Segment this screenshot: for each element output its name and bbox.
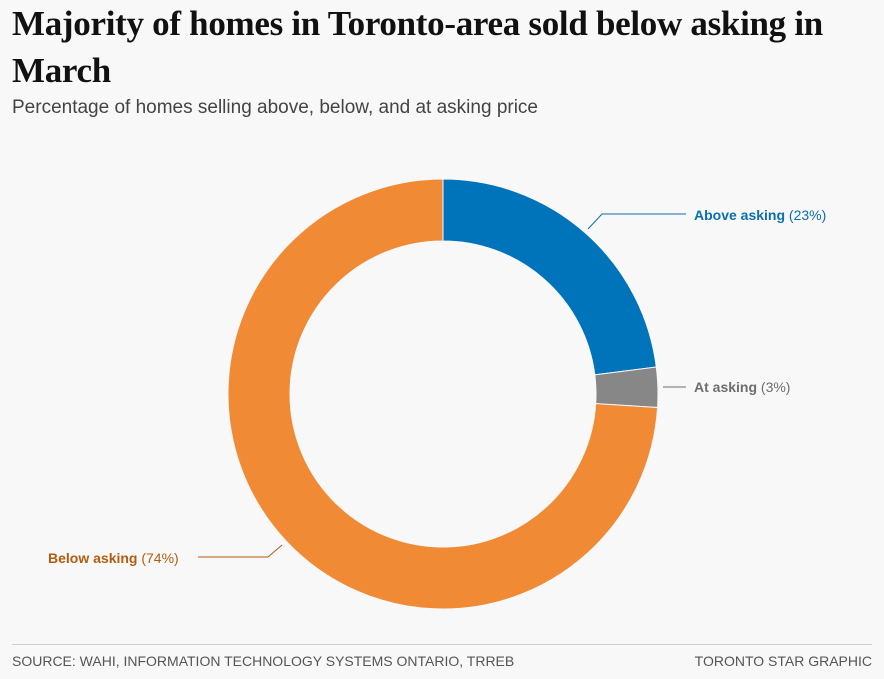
chart-subtitle: Percentage of homes selling above, below… <box>12 97 538 118</box>
label-below-name: Below asking <box>48 550 137 566</box>
leader-line-below <box>198 544 283 558</box>
label-above-name: Above asking <box>694 207 785 223</box>
label-above-value: (23%) <box>789 207 826 223</box>
label-above-asking: Above asking (23%) <box>694 207 826 223</box>
source-note: SOURCE: WAHI, INFORMATION TECHNOLOGY SYS… <box>12 653 515 669</box>
label-below-asking: Below asking (74%) <box>48 550 179 566</box>
footer-divider <box>12 644 872 645</box>
graphic-credit: TORONTO STAR GRAPHIC <box>694 653 872 669</box>
leader-line-above <box>587 213 686 230</box>
label-at-asking: At asking (3%) <box>694 379 790 395</box>
label-below-value: (74%) <box>141 550 178 566</box>
label-at-name: At asking <box>694 379 757 395</box>
donut-chart: Above asking (23%) At asking (3%) Below … <box>48 178 826 610</box>
donut-slice-below-asking <box>227 178 659 610</box>
donut-slices <box>227 178 659 610</box>
label-at-value: (3%) <box>761 379 791 395</box>
donut-slice-above-asking <box>442 178 657 376</box>
chart-title: Majority of homes in Toronto-area sold b… <box>12 4 823 90</box>
